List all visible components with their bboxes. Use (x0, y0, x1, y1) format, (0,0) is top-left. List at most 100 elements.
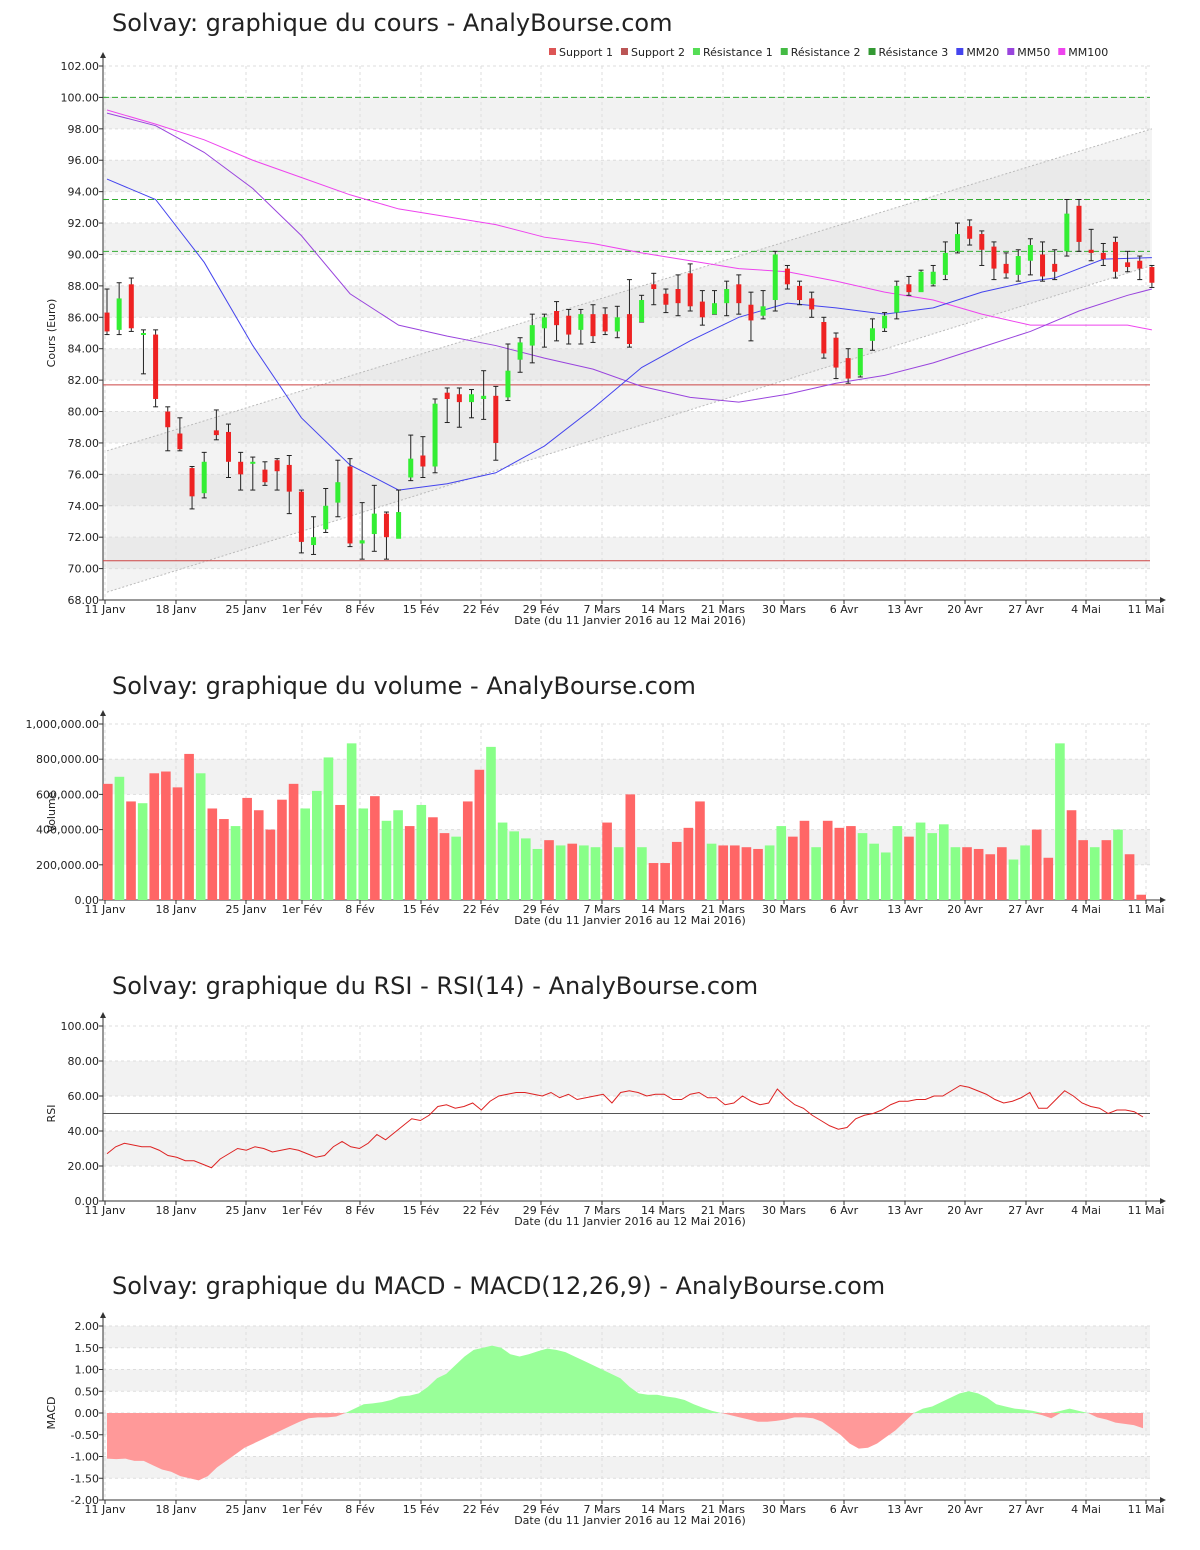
candle-body (444, 392, 450, 399)
rsi-y-title: RSI (45, 1105, 58, 1123)
macd-xtick-label: 4 Mai (1071, 1503, 1101, 1516)
macd-ytick-label: 1.00 (75, 1364, 100, 1377)
volume-bar (776, 826, 787, 900)
volume-ytick-label: 600,000.00 (36, 788, 99, 801)
candle-body (1015, 256, 1021, 275)
legend-swatch (780, 48, 788, 55)
macd-xtick-label: 11 Mai (1128, 1503, 1165, 1516)
volume-bar (451, 836, 461, 900)
rsi-xtick-label: 20 Avr (947, 1204, 983, 1217)
price-ytick-label: 90.00 (68, 248, 100, 261)
candle-body (918, 271, 924, 293)
price-chart-panel: Solvay: graphique du cours - AnalyBourse… (0, 0, 1200, 640)
rsi-xtick-label: 6 Avr (830, 1204, 859, 1217)
macd-xtick-label: 1er Fév (282, 1503, 323, 1516)
candle-body (991, 246, 997, 269)
legend-swatch (1058, 48, 1066, 55)
candle-body (505, 370, 511, 398)
candle-body (481, 395, 487, 399)
rsi-line (106, 1084, 1144, 1169)
price-xtick-label: 4 Mai (1071, 603, 1101, 616)
price-x-title: Date (du 11 Janvier 2016 au 12 Mai 2016) (514, 614, 746, 627)
rsi-xtick-label: 15 Fév (403, 1204, 440, 1217)
volume-bar (1008, 859, 1019, 900)
candle-body (955, 234, 960, 252)
candle-body (323, 505, 329, 530)
price-ytick-label: 68.00 (68, 594, 100, 607)
candle-body (712, 303, 717, 315)
macd-band (103, 1326, 1150, 1348)
volume-bar (764, 845, 775, 900)
price-xtick-label: 18 Janv (156, 603, 197, 616)
candle-body (578, 314, 584, 330)
rsi-xtick-label: 30 Mars (762, 1204, 806, 1217)
candle-body (298, 491, 304, 542)
volume-bar (613, 847, 624, 900)
price-xtick-label: 25 Janv (226, 603, 267, 616)
volume-bar (1043, 857, 1054, 900)
volume-bar (149, 773, 160, 900)
volume-bar (962, 847, 972, 900)
candle-body (869, 328, 875, 341)
rsi-chart: 0.00 20.00 40.00 60.00 80.00 100.00 11 Janv 18 … (45, 1012, 1166, 1228)
macd-xtick-label: 6 Avr (830, 1503, 859, 1516)
volume-bar (312, 790, 322, 900)
candle-body (566, 315, 572, 335)
macd-xtick-label: 7 Mars (584, 1503, 621, 1516)
price-ytick-label: 94.00 (68, 186, 100, 199)
candle-body (432, 403, 438, 467)
price-chart-title: Solvay: graphique du cours - AnalyBourse… (112, 9, 673, 37)
volume-xtick-label: 7 Mars (584, 903, 621, 916)
volume-bar (1078, 840, 1088, 900)
candle-body (165, 411, 171, 428)
macd-xtick-label: 30 Mars (762, 1503, 806, 1516)
macd-chart-panel: Solvay: graphique du MACD - MACD(12,26,9… (0, 1240, 1200, 1550)
price-xtick-label: 22 Fév (463, 603, 500, 616)
volume-xtick-label: 1er Fév (282, 903, 323, 916)
volume-xtick-label: 14 Mars (641, 903, 685, 916)
volume-bar (950, 847, 961, 900)
price-x-arrow (1160, 597, 1166, 603)
candle-body (833, 337, 839, 368)
volume-xtick-label: 27 Avr (1008, 903, 1044, 916)
price-band (103, 537, 1150, 569)
rsi-x-arrow (1160, 1198, 1166, 1204)
candle-body (857, 348, 863, 376)
candle-body (517, 342, 523, 360)
rsi-ytick-label: 0.00 (75, 1195, 100, 1208)
rsi-chart-title: Solvay: graphique du RSI - RSI(14) - Ana… (112, 972, 759, 1000)
candle-body (1064, 213, 1070, 252)
candle-body (663, 293, 669, 305)
volume-bar (1101, 840, 1112, 900)
volume-bar (1066, 810, 1077, 900)
candle-body (724, 289, 730, 304)
rsi-ytick-label: 40.00 (68, 1125, 100, 1138)
macd-xtick-label: 21 Mars (701, 1503, 745, 1516)
trend-channel-lower (106, 264, 1153, 593)
candle-body (286, 464, 292, 492)
volume-bar (462, 801, 473, 900)
volume-bar (555, 845, 566, 900)
rsi-xtick-label: 11 Janv (85, 1204, 126, 1217)
price-chart: 68.00 70.00 72.00 74.00 76.00 78.00 80.00 82.00… (45, 46, 1166, 627)
candle-body (1112, 241, 1118, 272)
legend-label: Support 2 (631, 46, 685, 59)
legend-swatch (956, 48, 964, 55)
volume-bar (660, 863, 670, 900)
price-xtick-label: 11 Janv (85, 603, 126, 616)
candle-body (359, 540, 365, 544)
price-band (103, 97, 1150, 129)
candle-body (1149, 267, 1155, 283)
legend-swatch (868, 48, 876, 55)
price-ytick-label: 76.00 (68, 468, 100, 481)
macd-x-arrow (1160, 1497, 1166, 1503)
price-ytick-label: 80.00 (68, 406, 100, 419)
rsi-xtick-label: 18 Janv (156, 1204, 197, 1217)
volume-bar (370, 796, 380, 900)
volume-xtick-label: 18 Janv (156, 903, 197, 916)
macd-negative-area (107, 1413, 1143, 1481)
volume-bar (207, 808, 218, 900)
price-band (103, 223, 1150, 255)
volume-bar (114, 776, 125, 900)
candle-body (262, 469, 268, 483)
